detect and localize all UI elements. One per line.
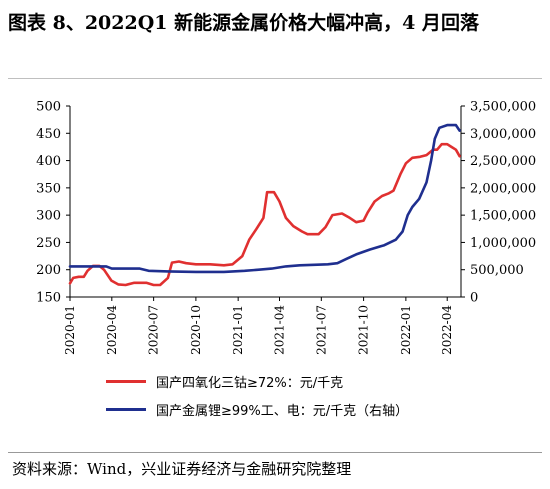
source-note: 资料来源：Wind，兴业证券经济与金融研究院整理	[12, 460, 352, 478]
y-left-tick-label: 400	[36, 154, 61, 169]
legend-label-cobalt: 国产四氧化三钴≥72%：元/千克	[156, 375, 344, 391]
y-right-tick-label: 2,500,000	[470, 154, 536, 169]
series-line-lithium	[68, 123, 461, 274]
legend-item-cobalt: 国产四氧化三钴≥72%：元/千克	[106, 370, 343, 392]
y-right-tick-label: 500,000	[470, 263, 524, 278]
x-tick-label: 2020-10	[189, 305, 203, 355]
y-right-tick-label: 1,000,000	[470, 236, 536, 251]
y-left-tick-label: 450	[36, 127, 61, 142]
y-left-tick-label: 350	[36, 181, 61, 196]
x-tick-label: 2021-01	[231, 305, 245, 355]
line-chart: 150 200 250 300 350 400 450 500 0 500,000 1,000,00…	[36, 100, 536, 355]
y-right-tick-label: 0	[470, 291, 478, 306]
y-right-tick-label: 2,000,000	[470, 181, 536, 196]
x-tick-label: 2021-10	[357, 305, 371, 355]
legend-swatch-cobalt	[106, 379, 146, 383]
x-tick-label: 2020-04	[105, 305, 119, 355]
legend-swatch-lithium	[106, 407, 146, 411]
chart-axes: 150 200 250 300 350 400 450 500 0 500,000 1,000,00…	[36, 100, 536, 355]
chart-series	[68, 123, 461, 287]
y-right-tick-label: 3,500,000	[470, 100, 536, 115]
y-left-tick-label: 250	[36, 236, 61, 251]
legend-label-lithium: 国产金属锂≥99%工、电：元/千克（右轴）	[156, 403, 409, 419]
y-left-tick-label: 500	[36, 100, 61, 115]
series-line-cobalt	[68, 142, 461, 287]
title-divider	[8, 78, 542, 79]
x-tick-label: 2020-01	[63, 305, 77, 355]
page-title: 图表 8、2022Q1 新能源金属价格大幅冲高，4 月回落	[8, 12, 479, 34]
x-tick-label: 2020-07	[147, 305, 161, 355]
source-divider	[8, 452, 542, 453]
y-left-tick-label: 200	[36, 263, 61, 278]
x-tick-label: 2021-07	[314, 305, 328, 355]
y-right-tick-label: 1,500,000	[470, 209, 536, 224]
y-right-tick-label: 3,000,000	[470, 127, 536, 142]
y-left-tick-label: 300	[36, 209, 61, 224]
x-tick-label: 2021-04	[273, 305, 287, 355]
x-tick-label: 2022-01	[399, 305, 413, 355]
y-left-tick-label: 150	[36, 291, 61, 306]
x-tick-label: 2022-04	[440, 305, 454, 355]
legend-item-lithium: 国产金属锂≥99%工、电：元/千克（右轴）	[106, 398, 408, 420]
